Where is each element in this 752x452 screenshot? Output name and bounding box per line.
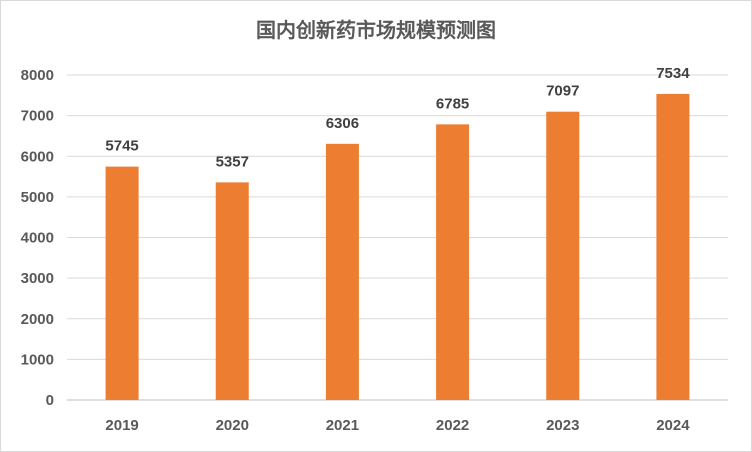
data-label: 6785: [436, 95, 469, 112]
y-axis-ticks: 0 1000 2000 3000 4000 5000 6000 7000 8000: [21, 67, 54, 409]
x-tick-label: 2019: [105, 417, 138, 434]
bar: [656, 93, 690, 401]
data-label: 5357: [216, 153, 249, 170]
x-tick-label: 2022: [436, 417, 469, 434]
data-label: 7097: [546, 83, 579, 100]
data-labels: 5745 5357 6306 6785 7097 7534: [105, 65, 690, 170]
y-tick-label: 6000: [21, 148, 54, 165]
x-tick-label: 2020: [216, 417, 249, 434]
y-tick-label: 4000: [21, 230, 54, 247]
x-tick-label: 2021: [326, 417, 359, 434]
bar: [105, 166, 139, 400]
chart-title: 国内创新药市场规模预测图: [256, 18, 496, 42]
y-tick-label: 8000: [21, 67, 54, 84]
x-tick-label: 2024: [656, 417, 690, 434]
y-tick-label: 0: [46, 392, 54, 409]
y-tick-label: 7000: [21, 108, 54, 125]
y-tick-label: 2000: [21, 311, 54, 328]
data-label: 7534: [656, 65, 690, 82]
bar: [325, 143, 359, 400]
bars: [105, 93, 690, 401]
bar: [215, 182, 249, 400]
data-label: 6306: [326, 115, 359, 132]
x-tick-label: 2023: [546, 417, 579, 434]
y-tick-label: 5000: [21, 189, 54, 206]
x-axis-ticks: 2019 2020 2021 2022 2023 2024: [105, 417, 690, 434]
bar: [436, 124, 470, 400]
y-tick-label: 1000: [21, 351, 54, 368]
data-label: 5745: [105, 138, 138, 155]
y-tick-label: 3000: [21, 270, 54, 287]
gridlines: [67, 74, 728, 401]
bar: [546, 111, 580, 400]
